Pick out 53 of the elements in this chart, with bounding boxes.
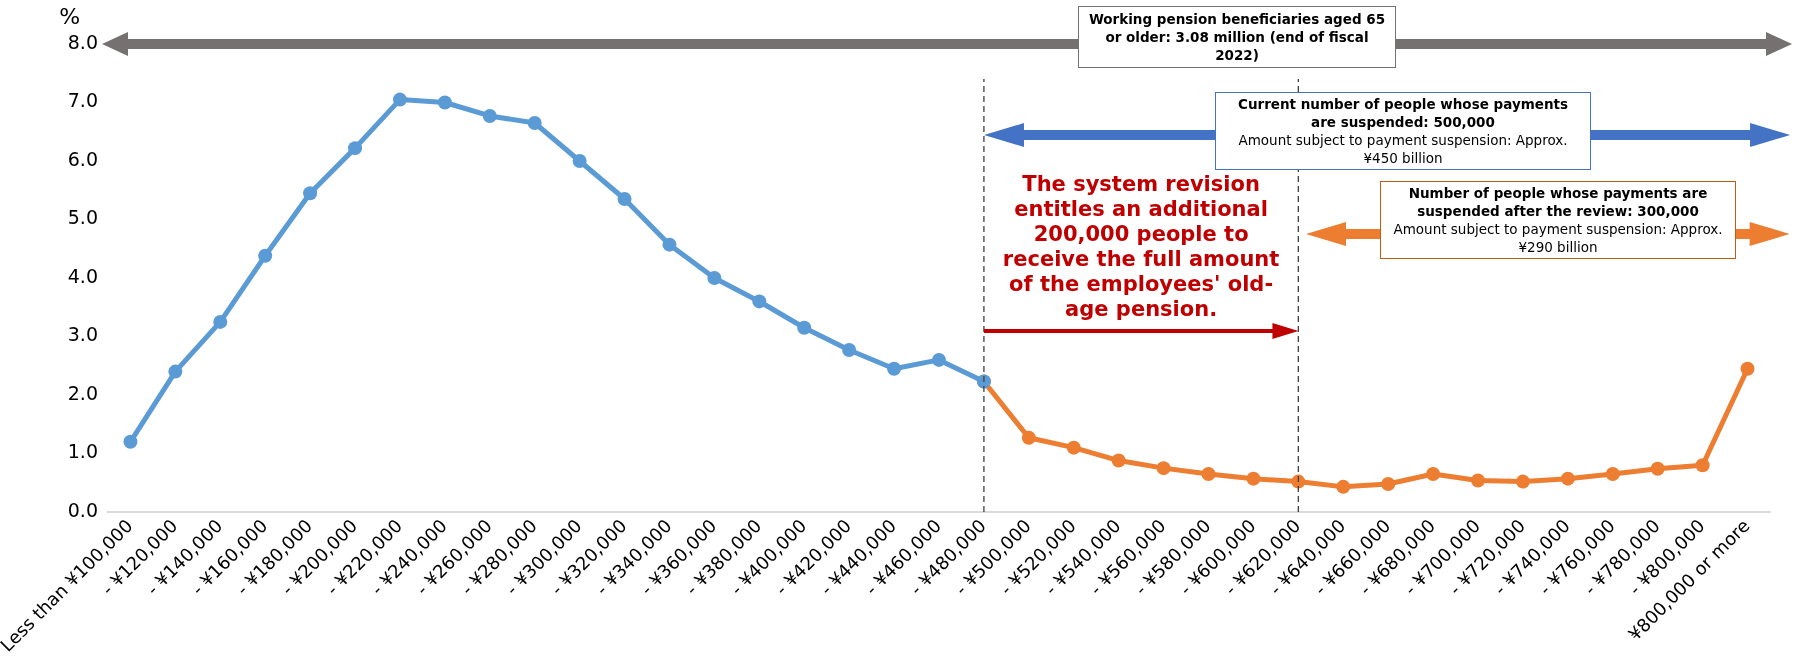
y-tick-label: 5.0 bbox=[67, 206, 98, 229]
y-tick-label: 2.0 bbox=[67, 381, 98, 404]
point bbox=[1021, 430, 1036, 445]
point bbox=[527, 115, 542, 130]
point bbox=[662, 237, 677, 252]
point bbox=[1426, 466, 1441, 481]
point bbox=[1515, 474, 1530, 489]
point bbox=[1111, 453, 1126, 468]
point bbox=[168, 364, 183, 379]
callout-box: Working pension beneficiaries aged 65 or older: 3.08 million (end of fiscal 2022) bbox=[1078, 6, 1396, 68]
point bbox=[1605, 466, 1620, 481]
point bbox=[348, 141, 363, 156]
point bbox=[931, 352, 946, 367]
y-tick-label: 8.0 bbox=[67, 30, 98, 53]
y-tick-label: 3.0 bbox=[67, 323, 98, 346]
y-tick-label: 0.0 bbox=[67, 498, 98, 521]
point bbox=[1650, 461, 1665, 476]
y-tick-label: 7.0 bbox=[67, 89, 98, 112]
point bbox=[1291, 474, 1306, 489]
point bbox=[123, 434, 138, 449]
annotation: Number of people whose payments are suspended after the review: 300,000 bbox=[1408, 185, 1708, 219]
point bbox=[1201, 466, 1216, 481]
annotation: Current number of people whose payments are suspended: 500,000 bbox=[1237, 96, 1569, 130]
point bbox=[437, 95, 452, 110]
point bbox=[1471, 473, 1486, 488]
point bbox=[258, 248, 273, 263]
point bbox=[572, 154, 587, 169]
y-axis-title: % bbox=[59, 4, 81, 29]
callout-box: Current number of people whose payments are suspended: 500,000 Amount subject to payment suspension: Approx. ¥450 billion bbox=[1215, 92, 1591, 170]
point bbox=[1156, 461, 1171, 476]
point bbox=[887, 361, 902, 376]
y-tick-label: 1.0 bbox=[67, 440, 98, 463]
point bbox=[1740, 361, 1755, 376]
point bbox=[797, 320, 812, 335]
point bbox=[842, 342, 857, 357]
point bbox=[1246, 471, 1261, 486]
point bbox=[392, 92, 407, 107]
y-tick-label: 4.0 bbox=[67, 264, 98, 287]
point bbox=[213, 314, 228, 329]
point bbox=[1695, 458, 1710, 473]
point bbox=[303, 186, 318, 201]
point bbox=[1066, 440, 1081, 455]
annotation: The system revision entitles an additional 200,000 people to receive the full amount of the employees' old-age pension. bbox=[1002, 172, 1280, 321]
annotation: Working pension beneficiaries aged 65 or older: 3.08 million (end of fiscal 2022) bbox=[1088, 11, 1386, 63]
point bbox=[1381, 476, 1396, 491]
point bbox=[752, 294, 767, 309]
point bbox=[1336, 479, 1351, 494]
y-tick-label: 6.0 bbox=[67, 147, 98, 170]
point bbox=[1560, 471, 1575, 486]
point bbox=[482, 108, 497, 123]
point bbox=[707, 271, 722, 286]
callout-box: Number of people whose payments are suspended after the review: 300,000 Amount subject to payment suspension: Approx. ¥290 billion bbox=[1380, 181, 1736, 259]
point bbox=[617, 192, 632, 207]
